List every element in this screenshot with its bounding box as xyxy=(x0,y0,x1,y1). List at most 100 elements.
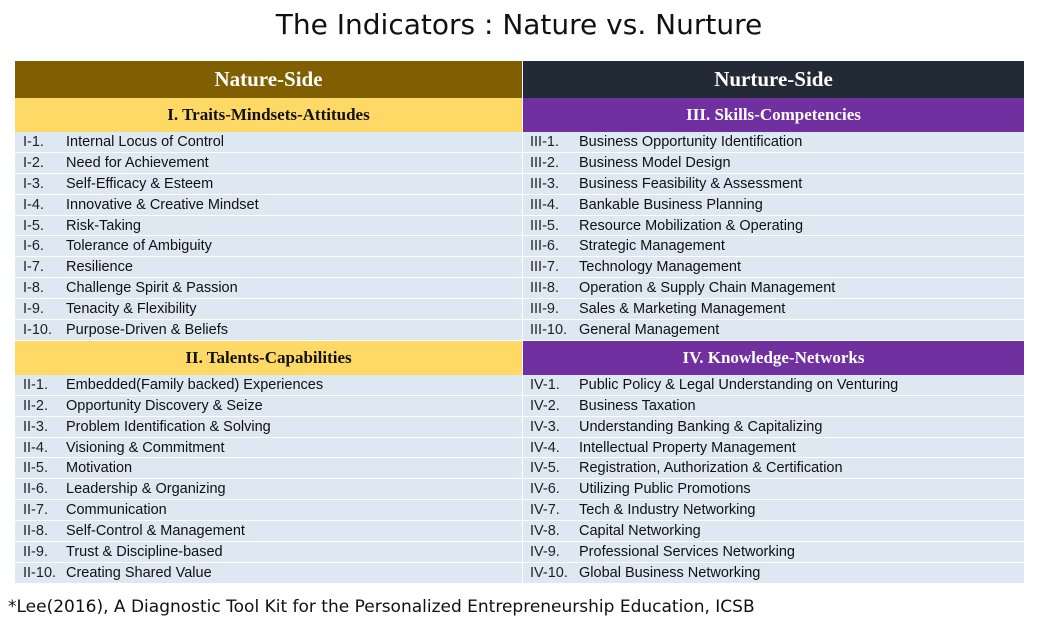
indicator-label: Resource Mobilization & Operating xyxy=(579,217,804,234)
indicator-label: Operation & Supply Chain Management xyxy=(579,280,836,297)
indicator-code: IV-3. xyxy=(530,418,560,435)
indicator-row: III-7. Technology Management xyxy=(523,257,1025,279)
indicator-row: I-5. Risk-Taking xyxy=(15,215,523,237)
indicator-row: II-7. Communication xyxy=(15,500,523,522)
indicator-row: II-8. Self-Control & Management xyxy=(15,521,523,543)
indicator-label: Public Policy & Legal Understanding on V… xyxy=(579,376,899,393)
indicator-code: IV-10. xyxy=(530,564,568,581)
indicator-label: Bankable Business Planning xyxy=(579,196,763,213)
indicator-code: II-10. xyxy=(23,564,57,581)
indicator-label: Global Business Networking xyxy=(579,564,761,581)
indicator-label: Business Feasibility & Assessment xyxy=(579,175,803,192)
indicator-row: IV-1. Public Policy & Legal Understanding… xyxy=(523,374,1025,396)
indicator-label: Business Model Design xyxy=(579,154,731,171)
indicator-code: IV-2. xyxy=(530,397,560,414)
indicator-row: I-2. Need for Achievement xyxy=(15,152,523,174)
indicator-row: II-10. Creating Shared Value xyxy=(15,562,523,584)
indicator-code: I-7. xyxy=(23,259,44,276)
indicator-code: II-5. xyxy=(23,460,48,477)
indicator-code: II-6. xyxy=(23,481,48,498)
indicator-code: I-2. xyxy=(23,154,44,171)
indicator-code: IV-4. xyxy=(530,439,560,456)
indicator-row: IV-7. Tech & Industry Networking xyxy=(523,500,1025,522)
indicator-code: III-4. xyxy=(530,196,560,213)
indicator-label: Internal Locus of Control xyxy=(66,133,224,150)
indicator-label: Capital Networking xyxy=(579,523,701,540)
indicator-code: III-7. xyxy=(530,259,560,276)
indicator-label: Technology Management xyxy=(579,259,742,276)
indicator-row: I-1. Internal Locus of Control xyxy=(15,132,523,153)
indicator-label: Tolerance of Ambiguity xyxy=(66,238,212,255)
indicator-label: Tenacity & Flexibility xyxy=(66,301,197,318)
nature-column: Nature-Side I. Traits-Mindsets-Attitudes… xyxy=(15,61,523,584)
indicator-row: IV-8. Capital Networking xyxy=(523,521,1025,543)
indicator-code: II-4. xyxy=(23,439,48,456)
indicator-row: II-9. Trust & Discipline-based xyxy=(15,542,523,563)
indicator-label: Visioning & Commitment xyxy=(66,439,225,456)
page-title: The Indicators : Nature vs. Nurture xyxy=(275,8,763,41)
indicator-row: IV-3. Understanding Banking & Capitalizin… xyxy=(523,416,1025,438)
nurture-sections: III. Skills-Competencies III-1. Business O… xyxy=(523,98,1025,584)
indicators-table: Nature-Side I. Traits-Mindsets-Attitudes… xyxy=(15,61,1025,584)
indicator-code: II-9. xyxy=(23,543,48,560)
indicator-code: I-10. xyxy=(23,321,53,338)
indicator-code: I-9. xyxy=(23,301,44,318)
indicator-row: I-4. Innovative & Creative Mindset xyxy=(15,194,523,216)
indicator-label: Challenge Spirit & Passion xyxy=(66,280,238,297)
indicator-row: II-6. Leadership & Organizing xyxy=(15,479,523,501)
nature-sections: I. Traits-Mindsets-Attitudes I-1. Internal… xyxy=(15,98,523,584)
indicator-row: II-5. Motivation xyxy=(15,458,523,480)
section-header: I. Traits-Mindsets-Attitudes xyxy=(15,98,523,132)
indicator-code: III-6. xyxy=(530,238,560,255)
indicator-row: III-4. Bankable Business Planning xyxy=(523,194,1025,216)
indicator-row: II-2. Opportunity Discovery & Seize xyxy=(15,395,523,417)
indicator-row: I-7. Resilience xyxy=(15,257,523,279)
indicator-code: I-4. xyxy=(23,196,44,213)
title-area: The Indicators : Nature vs. Nurture xyxy=(0,0,1038,52)
indicator-code: II-1. xyxy=(23,376,48,393)
indicator-row: I-8. Challenge Spirit & Passion xyxy=(15,278,523,300)
indicator-row: IV-9. Professional Services Networking xyxy=(523,542,1025,563)
indicator-row: III-5. Resource Mobilization & Operating xyxy=(523,215,1025,237)
indicator-label: Resilience xyxy=(66,259,133,276)
indicator-code: III-9. xyxy=(530,301,560,318)
indicator-row: III-9. Sales & Marketing Management xyxy=(523,299,1025,321)
nature-side-header: Nature-Side xyxy=(15,61,523,98)
indicator-label: Motivation xyxy=(66,460,133,477)
indicator-label: Need for Achievement xyxy=(66,154,209,171)
indicator-row: III-3. Business Feasibility & Assessment xyxy=(523,173,1025,195)
indicator-label: Trust & Discipline-based xyxy=(66,543,223,560)
indicator-row: IV-10. Global Business Networking xyxy=(523,562,1025,584)
indicator-label: Tech & Industry Networking xyxy=(579,502,756,519)
section-header: III. Skills-Competencies xyxy=(523,98,1025,132)
indicator-label: Self-Control & Management xyxy=(66,523,245,540)
indicator-label: Communication xyxy=(66,502,167,519)
indicator-code: II-7. xyxy=(23,502,48,519)
indicator-code: III-10. xyxy=(530,321,568,338)
indicator-label: Purpose-Driven & Beliefs xyxy=(66,321,228,338)
indicator-code: IV-8. xyxy=(530,523,560,540)
indicator-row: II-4. Visioning & Commitment xyxy=(15,437,523,459)
nurture-side-header: Nurture-Side xyxy=(523,61,1025,98)
indicator-row: I-9. Tenacity & Flexibility xyxy=(15,299,523,321)
indicator-code: II-3. xyxy=(23,418,48,435)
indicator-label: Intellectual Property Management xyxy=(579,439,796,456)
indicator-code: I-3. xyxy=(23,175,44,192)
indicator-code: I-1. xyxy=(23,133,44,150)
indicator-label: Leadership & Organizing xyxy=(66,481,226,498)
indicator-code: II-8. xyxy=(23,523,48,540)
indicator-label: Opportunity Discovery & Seize xyxy=(66,397,263,414)
indicator-code: III-2. xyxy=(530,154,560,171)
indicator-label: Registration, Authorization & Certificat… xyxy=(579,460,843,477)
indicator-code: IV-1. xyxy=(530,376,560,393)
indicator-label: Problem Identification & Solving xyxy=(66,418,271,435)
indicator-row: IV-6. Utilizing Public Promotions xyxy=(523,479,1025,501)
indicator-code: I-5. xyxy=(23,217,44,234)
indicator-label: Self-Efficacy & Esteem xyxy=(66,175,214,192)
indicator-row: I-10. Purpose-Driven & Beliefs xyxy=(15,320,523,341)
indicator-code: II-2. xyxy=(23,397,48,414)
indicator-row: III-2. Business Model Design xyxy=(523,152,1025,174)
section-header: II. Talents-Capabilities xyxy=(15,340,523,375)
indicator-label: Innovative & Creative Mindset xyxy=(66,196,259,213)
indicator-code: III-5. xyxy=(530,217,560,234)
